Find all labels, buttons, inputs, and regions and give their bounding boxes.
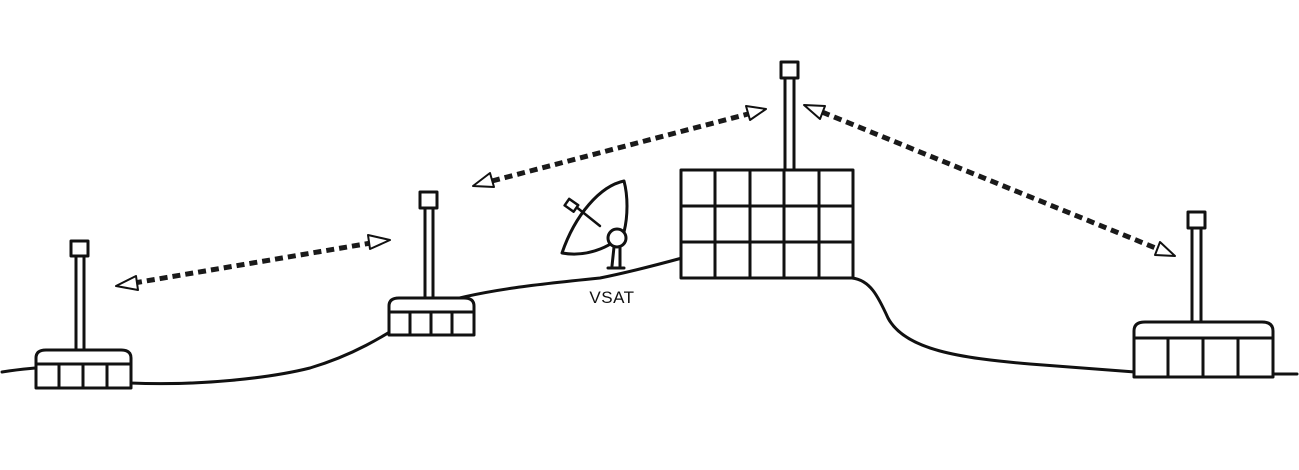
right-hut: [1132, 210, 1275, 379]
arrow-head: [367, 234, 391, 250]
left-mast: [74, 253, 86, 353]
solar-array: [679, 60, 855, 280]
mid-mast-antenna: [418, 190, 439, 210]
vsat-label: VSAT: [589, 288, 634, 307]
left-hut-roof: [34, 348, 133, 366]
right-hut-roof: [1132, 320, 1275, 340]
link-mid-solar: [472, 105, 767, 188]
solar-mast: [783, 76, 796, 172]
right-mast-antenna: [1186, 210, 1207, 230]
arrow-head: [115, 275, 139, 291]
right-mast: [1190, 226, 1203, 324]
mid-mast: [423, 205, 435, 301]
solar-mast-antenna: [779, 60, 800, 80]
mid-hut: [387, 190, 476, 337]
link-solar-right: [803, 104, 1176, 257]
mid-hut-roof: [387, 296, 476, 314]
left-hut: [34, 239, 133, 390]
arrow-head: [745, 105, 767, 121]
link-left-mid: [115, 234, 391, 291]
left-mast-antenna: [69, 239, 90, 258]
arrow-head: [803, 104, 826, 120]
solar-panel-grid: [679, 168, 855, 280]
arrow-head: [1154, 241, 1176, 257]
vsat-mount: [606, 227, 628, 249]
vsat-feed: [563, 197, 580, 213]
arrow-head: [472, 172, 495, 188]
vsat-dish: VSAT: [560, 179, 634, 307]
terrain-line: [0, 256, 1137, 386]
